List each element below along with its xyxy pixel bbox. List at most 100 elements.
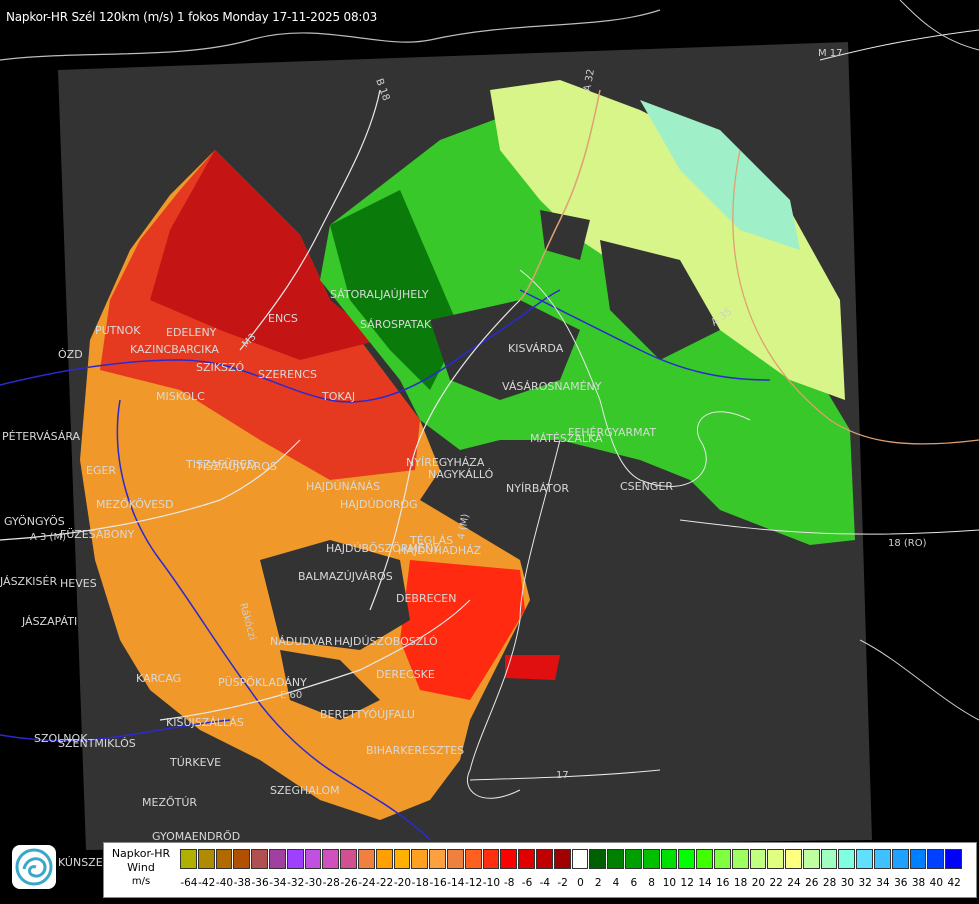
place-label: SZOLNOK bbox=[34, 732, 88, 745]
road-label: A 32 bbox=[582, 68, 597, 92]
place-label: NYÍREGYHÁZA bbox=[406, 456, 485, 469]
legend-tick-label: -2 bbox=[557, 877, 568, 889]
legend-swatch bbox=[874, 849, 891, 869]
legend-tick-label: -22 bbox=[376, 877, 394, 889]
legend-tick-label: 0 bbox=[577, 877, 584, 889]
road-18ro bbox=[679, 519, 979, 535]
legend-swatch bbox=[322, 849, 340, 869]
place-label: VÁSÁROSNAMÉNY bbox=[502, 380, 602, 393]
place-label: CSENGER bbox=[620, 480, 673, 493]
legend-tick-label: 40 bbox=[929, 877, 944, 889]
radar-echo-lightgreen bbox=[490, 80, 845, 400]
legend-tick-label: -4 bbox=[539, 877, 551, 889]
place-label: KAZINCBARCIKA bbox=[130, 343, 219, 356]
place-label: HAJDÚDOROG bbox=[340, 498, 418, 511]
legend-swatch bbox=[304, 849, 322, 869]
legend-swatch bbox=[286, 849, 304, 869]
road-4m bbox=[369, 299, 521, 611]
legend-tick-label: 42 bbox=[947, 877, 961, 889]
legend-tick-label: 12 bbox=[680, 877, 694, 889]
legend-swatch bbox=[945, 849, 963, 869]
place-label: JÁSZAPÁTI bbox=[21, 615, 77, 628]
legend-tick-label: -26 bbox=[340, 877, 358, 889]
place-label: MEZŐTÚR bbox=[142, 795, 197, 809]
place-label: SZERENCS bbox=[258, 368, 317, 381]
place-label: EDELENY bbox=[166, 326, 217, 339]
place-label: BALMAZÚJVÁROS bbox=[298, 570, 393, 583]
legend-tick-label: 6 bbox=[630, 877, 638, 889]
legend-swatch bbox=[571, 849, 589, 869]
legend-tick-label: -14 bbox=[447, 877, 465, 889]
legend-tick-label: 36 bbox=[894, 877, 908, 889]
legend-tick-label: 10 bbox=[662, 877, 677, 889]
legend-swatch bbox=[357, 849, 375, 869]
legend-ticks: -64 -42 -40 -38 -36 -34 -32 -30 -28 -26 -24 -22 -20-… bbox=[180, 877, 963, 891]
place-label: GYOMAENDRŐD bbox=[152, 829, 240, 843]
place-label: TISZAFÜRED bbox=[185, 458, 255, 471]
legend-swatch bbox=[838, 849, 856, 869]
road-border-ro bbox=[732, 149, 979, 445]
legend-swatch bbox=[642, 849, 660, 869]
road-label: 17 bbox=[556, 770, 569, 781]
legend-swatch bbox=[197, 849, 215, 869]
place-label: MEZŐKÖVESD bbox=[96, 497, 174, 511]
legend-tick-label: 22 bbox=[769, 877, 783, 889]
legend-tick-label: 38 bbox=[911, 877, 926, 889]
legend-title: Napkor-HR Wind m/s bbox=[106, 847, 176, 889]
legend-swatch bbox=[180, 849, 197, 869]
legend-swatches bbox=[180, 849, 963, 869]
place-label: DERECSKE bbox=[376, 668, 435, 681]
legend-name-line2: Wind bbox=[127, 861, 155, 874]
place-label: HAJDÚNÁNÁS bbox=[306, 480, 380, 493]
legend-swatch bbox=[909, 849, 927, 869]
place-label: MÁTÉSZALKA bbox=[530, 432, 603, 445]
radar-echo-red-east bbox=[505, 655, 560, 680]
place-label: KISÚJSZÁLLÁS bbox=[166, 716, 244, 729]
place-label: SZIKSZÓ bbox=[196, 361, 244, 374]
place-label: TÚRKEVE bbox=[169, 756, 221, 769]
place-label: HAJDÚHADHÁZ bbox=[398, 544, 482, 557]
legend-swatch bbox=[535, 849, 553, 869]
radar-echo-darkgreen bbox=[330, 190, 460, 390]
wind-legend: Napkor-HR Wind m/s -64 -42 -40 -38 -36 -34 -32… bbox=[103, 842, 977, 898]
road-label: A 3 (M) bbox=[30, 532, 66, 543]
legend-swatch bbox=[446, 849, 464, 869]
border-romania bbox=[467, 439, 561, 799]
river-tisza-south bbox=[116, 399, 431, 841]
legend-tick-label: -64 bbox=[180, 877, 198, 889]
legend-swatch bbox=[340, 849, 357, 869]
border-se bbox=[859, 639, 979, 721]
legend-tick-label: -8 bbox=[504, 877, 515, 889]
legend-swatch bbox=[393, 849, 411, 869]
legend-tick-label: -40 bbox=[215, 877, 234, 889]
map-title: Napkor-HR Szél 120km (m/s) 1 fokos Monda… bbox=[6, 10, 378, 24]
legend-swatch bbox=[696, 849, 713, 869]
place-label: SZENTMIKLÓS bbox=[58, 737, 136, 750]
legend-swatch bbox=[375, 849, 393, 869]
legend-swatch bbox=[767, 849, 785, 869]
legend-tick-label: -42 bbox=[198, 877, 216, 889]
place-label: SZEGHALOM bbox=[270, 784, 340, 797]
legend-tick-label: 2 bbox=[594, 877, 602, 889]
radar-echo-cyan bbox=[640, 100, 800, 250]
legend-tick-label: -32 bbox=[287, 877, 305, 889]
border-ne bbox=[899, 0, 979, 51]
place-label: TÉGLÁS bbox=[409, 534, 453, 547]
radar-void-3 bbox=[540, 210, 590, 260]
legend-tick-label: -20 bbox=[393, 877, 412, 889]
place-label: EGER bbox=[86, 464, 116, 477]
legend-swatch bbox=[518, 849, 535, 869]
napkor-logo bbox=[12, 845, 56, 889]
river-tisza-north bbox=[0, 289, 561, 403]
place-label: HAJDÚSZOBOSZLÓ bbox=[334, 635, 438, 648]
radar-echo-darkred bbox=[150, 150, 380, 360]
legend-tick-label: 28 bbox=[822, 877, 837, 889]
radar-void-2 bbox=[600, 240, 720, 360]
radar-void-5 bbox=[280, 650, 380, 720]
road-label: 4 (M) bbox=[456, 513, 471, 541]
place-label: SÁTORALJAÚJHELY bbox=[330, 288, 429, 301]
place-label: NAGYKÁLLÓ bbox=[428, 468, 494, 481]
legend-swatch bbox=[802, 849, 820, 869]
legend-swatch bbox=[749, 849, 767, 869]
